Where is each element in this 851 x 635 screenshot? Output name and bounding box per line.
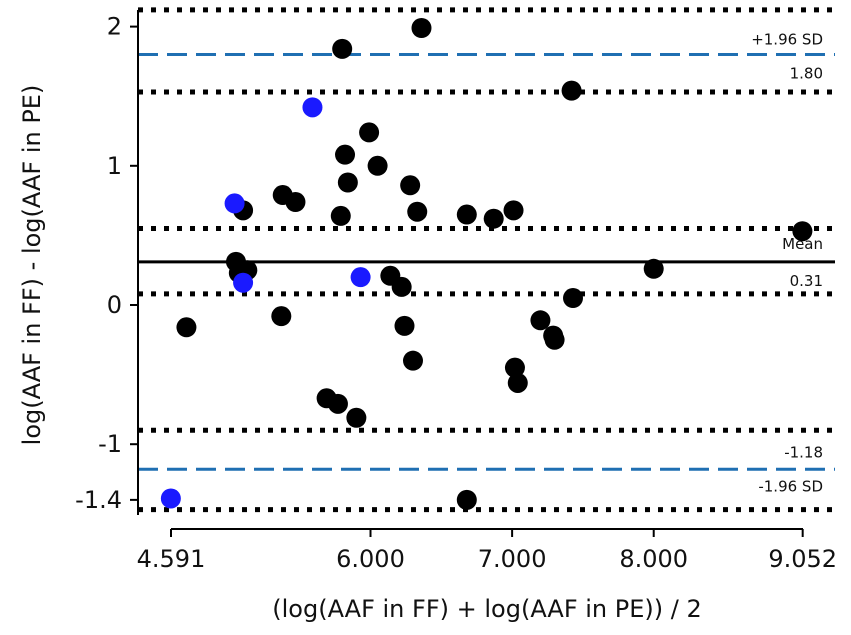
y-tick-label: -1 <box>98 430 122 458</box>
mean-label: Mean <box>782 235 823 253</box>
black-data-point <box>544 329 565 350</box>
y-axis-label: log(AAF in FF) - log(AAF in PE) <box>18 85 46 446</box>
black-data-point <box>456 204 477 225</box>
black-data-point <box>335 144 356 165</box>
black-data-point <box>504 357 525 378</box>
upper-limit-value: 1.80 <box>790 64 823 82</box>
blue-data-point <box>224 193 245 214</box>
y-tick-label: -1.4 <box>75 486 122 514</box>
x-tick-label: 8.000 <box>619 545 688 573</box>
black-data-point <box>643 258 664 279</box>
black-data-point <box>503 200 524 221</box>
black-data-point <box>483 208 504 229</box>
y-axis-ticks: 2 1 0 -1 -1.4 <box>75 13 138 514</box>
x-tick-label: 7.000 <box>478 545 547 573</box>
x-axis-label: (log(AAF in FF) + log(AAF in PE)) / 2 <box>272 595 701 623</box>
blue-data-point <box>350 267 371 288</box>
black-data-point <box>563 288 584 309</box>
y-tick-label: 1 <box>107 152 122 180</box>
black-data-point <box>456 489 477 510</box>
blue-data-point <box>160 488 181 509</box>
black-data-point <box>530 310 551 331</box>
y-tick-label: 2 <box>107 13 122 41</box>
y-tick-label: 0 <box>107 291 122 319</box>
black-data-point <box>367 155 388 176</box>
black-data-point <box>402 350 423 371</box>
black-data-point <box>330 205 351 226</box>
x-tick-label: 9.052 <box>768 545 837 573</box>
black-data-point <box>561 80 582 101</box>
blue-data-point <box>302 97 323 118</box>
black-data-point <box>394 315 415 336</box>
black-data-point <box>400 175 421 196</box>
black-data-point <box>359 122 380 143</box>
mean-value: 0.31 <box>790 272 823 290</box>
black-data-point <box>271 306 292 327</box>
x-axis-ticks: 4.591 6.000 7.000 8.000 9.052 <box>137 529 837 573</box>
blue-data-point <box>233 272 254 293</box>
black-data-point <box>337 172 358 193</box>
x-tick-label: 4.591 <box>137 545 206 573</box>
upper-limit-label: +1.96 SD <box>751 30 823 48</box>
black-data-point <box>332 38 353 59</box>
black-data-point <box>507 372 528 393</box>
black-data-point <box>346 407 367 428</box>
black-data-point <box>792 221 813 242</box>
x-tick-label: 6.000 <box>336 545 405 573</box>
data-points <box>160 17 813 510</box>
black-data-point <box>285 191 306 212</box>
black-data-point <box>407 201 428 222</box>
black-data-point <box>411 17 432 38</box>
lower-limit-value: -1.18 <box>784 443 823 461</box>
black-data-point <box>327 393 348 414</box>
black-data-point <box>391 276 412 297</box>
lower-limit-label: -1.96 SD <box>758 477 823 495</box>
black-data-point <box>176 317 197 338</box>
